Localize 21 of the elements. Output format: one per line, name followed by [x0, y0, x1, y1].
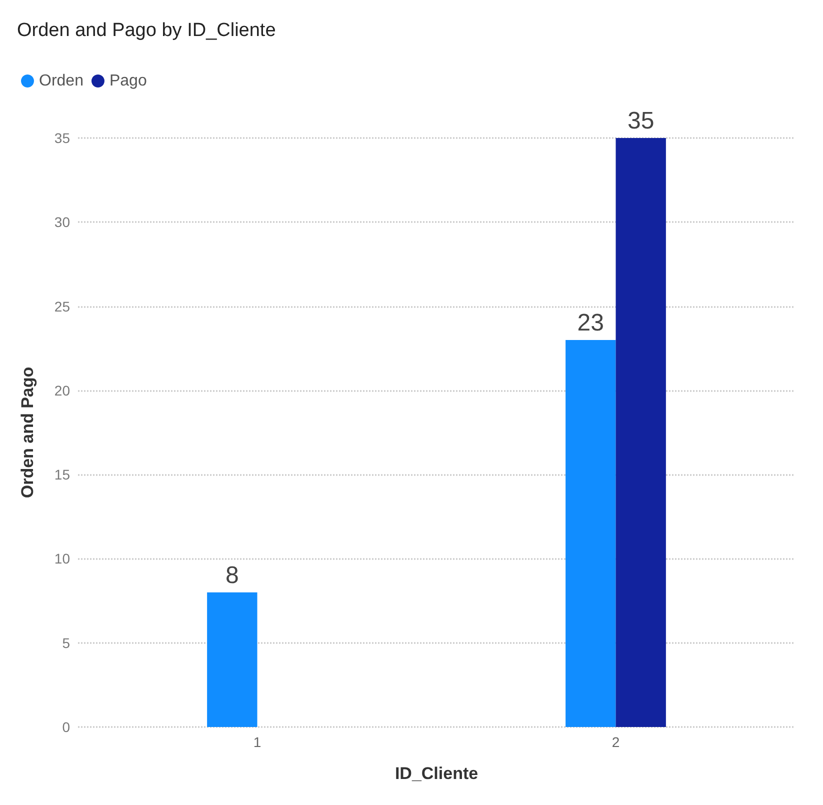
x-axis-title: ID_Cliente — [394, 764, 478, 783]
legend-label: Orden — [39, 72, 84, 90]
y-tick-label: 15 — [54, 466, 70, 483]
data-label: 35 — [627, 108, 654, 134]
y-tick-label: 0 — [62, 719, 70, 735]
x-tick-label: 1 — [253, 734, 262, 750]
y-axis-title: Orden and Pago — [18, 366, 37, 498]
legend-label: Pago — [109, 72, 147, 90]
y-tick-label: 35 — [54, 130, 70, 146]
chart-title: Orden and Pago by ID_Cliente — [17, 20, 276, 41]
x-tick-label: 2 — [612, 734, 620, 750]
y-tick-label: 10 — [54, 550, 70, 567]
bar — [566, 340, 616, 727]
data-label: 23 — [577, 309, 604, 336]
y-tick-label: 20 — [54, 382, 70, 398]
y-tick-label: 25 — [54, 298, 70, 314]
y-tick-label: 30 — [54, 214, 70, 230]
data-label: 8 — [225, 562, 239, 589]
bar — [616, 138, 666, 727]
y-tick-label: 5 — [62, 634, 70, 651]
bar — [207, 592, 258, 727]
